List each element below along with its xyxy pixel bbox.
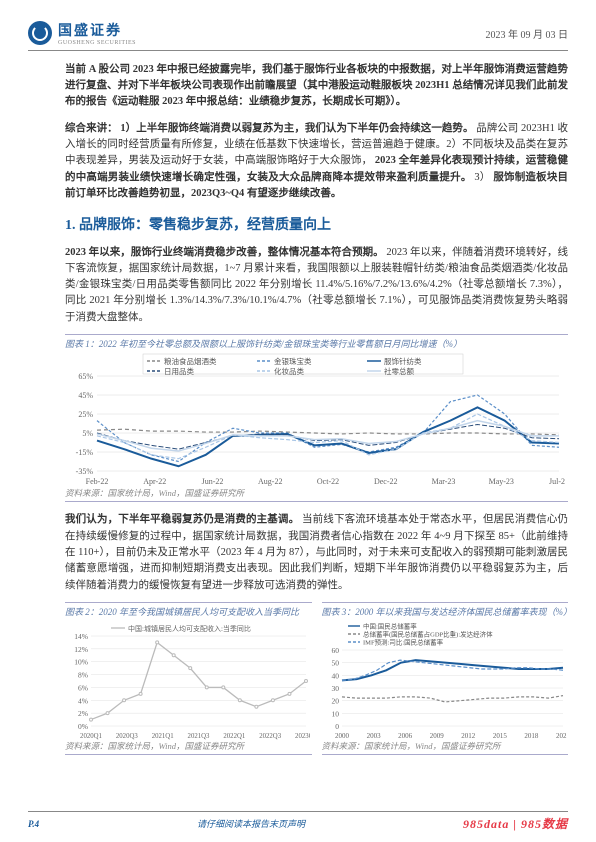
svg-text:45%: 45% (78, 391, 93, 400)
svg-text:2020Q1: 2020Q1 (80, 733, 102, 740)
svg-text:0%: 0% (78, 722, 88, 731)
svg-text:2022Q3: 2022Q3 (259, 733, 282, 740)
chart2-caption: 图表 2：2020 年至今我国城镇居民人均可支配收入当季同比 (65, 602, 312, 618)
svg-text:Jun-22: Jun-22 (202, 477, 224, 486)
svg-text:12%: 12% (74, 645, 88, 654)
svg-text:4%: 4% (78, 696, 88, 705)
section-1-title: 1. 品牌服饰：零售稳步复苏，经营质量向上 (65, 214, 568, 234)
logo-icon (28, 21, 52, 45)
svg-text:8%: 8% (78, 670, 88, 679)
svg-text:2021Q3: 2021Q3 (188, 733, 211, 740)
svg-text:2021: 2021 (556, 732, 567, 740)
svg-text:2003: 2003 (366, 732, 381, 740)
intro-bold: 当前 A 股公司 2023 年中报已经披露完毕，我们基于服饰行业各板块的中报数据… (65, 64, 568, 108)
svg-text:服饰针纺类: 服饰针纺类 (384, 356, 422, 366)
s1p1-body: 2023 年以来，伴随着消费环境转好，线下客流恢复，据国家统计局数据，1~7 月… (65, 247, 568, 323)
svg-text:2021Q1: 2021Q1 (152, 733, 174, 740)
s1p2-body: 当前线下客流环境基本处于常态水平，但居民消费信心仍在持续缓慢修复的过程中，据国家… (65, 514, 568, 590)
chart3-wrap: 图表 3：2000 年以来我国与发达经济体国民总储蓄率表现（%） 0 10 20 30… (322, 602, 569, 761)
svg-text:50: 50 (331, 658, 339, 667)
svg-text:40: 40 (331, 671, 339, 680)
svg-text:Feb-22: Feb-22 (86, 477, 109, 486)
chart2: 0% 2% 4% 6% 8% 10% 12% 14% 2020Q1 2020Q3 2021Q1 202… (65, 620, 312, 740)
svg-text:Apr-22: Apr-22 (143, 477, 166, 486)
svg-text:-15%: -15% (76, 448, 94, 457)
svg-text:5%: 5% (82, 429, 93, 438)
s1p2-lead: 我们认为，下半年平稳弱复苏仍是消费的主基调。 (65, 514, 299, 525)
svg-text:65%: 65% (78, 372, 93, 381)
chart3-source: 资料来源：国家统计局，Wind，国盛证券研究所 (322, 740, 569, 755)
svg-text:2020Q3: 2020Q3 (116, 733, 139, 740)
svg-text:粮油食品烟酒类: 粮油食品烟酒类 (164, 356, 217, 366)
svg-text:60: 60 (331, 646, 339, 655)
svg-text:-35%: -35% (76, 467, 94, 476)
chart3: 0 10 20 30 40 50 60 2000 2003 2006 2009 2012 2015 201… (322, 620, 569, 740)
svg-text:Mar-23: Mar-23 (432, 477, 456, 486)
section1-p2: 我们认为，下半年平稳弱复苏仍是消费的主基调。 当前线下客流环境基本处于常态水平，… (65, 512, 568, 593)
footer-disclaimer: 请仔细阅读本报告末页声明 (197, 817, 305, 830)
page-number: P.4 (28, 819, 39, 829)
company-logo: 国盛证券 GUOSHENG SECURITIES (28, 20, 136, 46)
report-date: 2023 年 09 月 03 日 (486, 26, 569, 41)
svg-text:2%: 2% (78, 709, 88, 718)
svg-text:6%: 6% (78, 683, 88, 692)
svg-text:中国:城镇居民人均可支配收入:当季同比: 中国:城镇居民人均可支配收入:当季同比 (128, 624, 251, 633)
summary-point1: 1）上半年服饰终端消费以弱复苏为主，我们认为下半年仍会持续这一趋势。 (120, 123, 473, 134)
chart2-svg: 0% 2% 4% 6% 8% 10% 12% 14% 2020Q1 2020Q3 2021Q1 202… (65, 620, 310, 740)
chart3-svg: 0 10 20 30 40 50 60 2000 2003 2006 2009 2012 2015 201… (322, 620, 567, 740)
svg-text:金银珠宝类: 金银珠宝类 (274, 356, 312, 366)
svg-text:10: 10 (331, 709, 339, 718)
svg-text:2023Q1: 2023Q1 (295, 733, 310, 740)
svg-text:25%: 25% (78, 410, 93, 419)
svg-text:10%: 10% (74, 657, 88, 666)
svg-text:2018: 2018 (524, 732, 539, 740)
company-subtitle: GUOSHENG SECURITIES (58, 40, 136, 46)
svg-text:日用品类: 日用品类 (164, 366, 194, 376)
summary-tail2: 3） (474, 172, 490, 183)
summary-paragraph: 综合来讲： 1）上半年服饰终端消费以弱复苏为主，我们认为下半年仍会持续这一趋势。… (65, 121, 568, 202)
chart2-wrap: 图表 2：2020 年至今我国城镇居民人均可支配收入当季同比 0% 2% 4% 6% 8… (65, 602, 312, 761)
svg-text:2000: 2000 (335, 732, 350, 740)
svg-text:Dec-22: Dec-22 (374, 477, 398, 486)
svg-text:总储蓄率(国民总储蓄占GDP比重):发达经济体: 总储蓄率(国民总储蓄占GDP比重):发达经济体 (363, 629, 493, 638)
svg-text:30: 30 (331, 684, 339, 693)
chart3-caption: 图表 3：2000 年以来我国与发达经济体国民总储蓄率表现（%） (322, 602, 569, 618)
svg-text:14%: 14% (74, 632, 88, 641)
svg-text:Aug-22: Aug-22 (258, 477, 282, 486)
svg-text:May-23: May-23 (489, 477, 514, 486)
svg-text:0: 0 (335, 722, 339, 731)
svg-text:中国:国民总储蓄率: 中国:国民总储蓄率 (363, 621, 417, 630)
chart1: -35% -15% 5% 25% 45% 65% Feb-22 Apr-22 Jun-22 Aug… (65, 352, 568, 487)
chart1-caption: 图表 1：2022 年初至今社零总额及限额以上服饰针纺类/金银珠宝类等行业零售额… (65, 334, 568, 350)
section1-p1: 2023 年以来，服饰行业终端消费稳步改善，整体情况基本符合预期。 2023 年… (65, 245, 568, 326)
company-name: 国盛证券 (58, 20, 136, 40)
svg-text:2006: 2006 (398, 732, 413, 740)
svg-text:20: 20 (331, 696, 339, 705)
s1p1-lead: 2023 年以来，服饰行业终端消费稳步改善，整体情况基本符合预期。 (65, 247, 384, 258)
svg-text:2009: 2009 (429, 732, 444, 740)
svg-text:2022Q1: 2022Q1 (223, 733, 245, 740)
svg-text:Oct-22: Oct-22 (317, 477, 339, 486)
page-footer: P.4 请仔细阅读本报告末页声明 985data | 985数据 (28, 811, 568, 832)
svg-text:Jul-23: Jul-23 (549, 477, 565, 486)
intro-paragraph: 当前 A 股公司 2023 年中报已经披露完毕，我们基于服饰行业各板块的中报数据… (65, 62, 568, 111)
footer-watermark: 985data | 985数据 (463, 815, 568, 832)
chart1-svg: -35% -15% 5% 25% 45% 65% Feb-22 Apr-22 Jun-22 Aug… (65, 352, 565, 487)
svg-text:IMF预测:司比:国民总储蓄率: IMF预测:司比:国民总储蓄率 (363, 637, 444, 646)
page-header: 国盛证券 GUOSHENG SECURITIES 2023 年 09 月 03 … (28, 20, 568, 51)
svg-text:社零总额: 社零总额 (384, 366, 414, 376)
svg-text:化妆品类: 化妆品类 (274, 366, 304, 376)
chart2-source: 资料来源：国家统计局，Wind，国盛证券研究所 (65, 740, 312, 755)
svg-text:2012: 2012 (461, 732, 476, 740)
chart1-source: 资料来源：国家统计局，Wind，国盛证券研究所 (65, 487, 568, 502)
summary-lead: 综合来讲： (65, 123, 118, 134)
svg-text:2015: 2015 (492, 732, 507, 740)
